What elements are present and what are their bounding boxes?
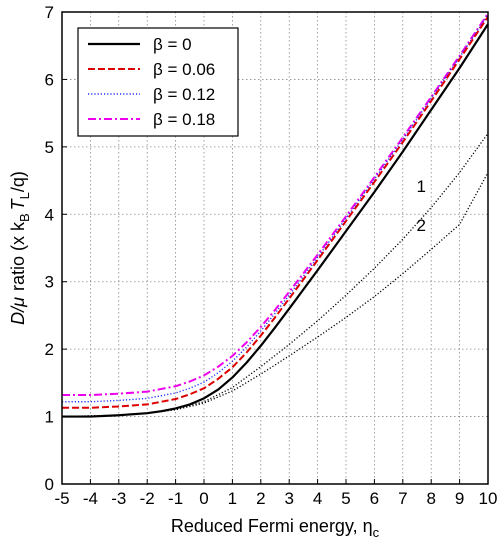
series-line-curve-1 — [61, 132, 489, 418]
curve-annotation-label: 2 — [417, 216, 426, 235]
y-tick-label: 3 — [45, 273, 54, 292]
x-tick-label: -5 — [54, 489, 69, 508]
x-tick-label: 3 — [284, 489, 293, 508]
x-tick-label: -3 — [111, 489, 126, 508]
y-axis-label-sub-l: L — [17, 192, 32, 199]
x-tick-label: -2 — [140, 489, 155, 508]
y-tick-label: 7 — [45, 3, 54, 22]
y-tick-label: 0 — [45, 475, 54, 494]
x-tick-label: 8 — [426, 489, 435, 508]
series-line-beta-3 — [62, 12, 489, 396]
x-axis-label: Reduced Fermi energy, ηc — [171, 516, 380, 540]
y-axis-label: D/μ ratio (x kBTL/q) — [8, 171, 32, 325]
x-tick-label: 7 — [398, 489, 407, 508]
y-tick-label: 6 — [45, 70, 54, 89]
y-axis-label-ratio: ratio (x k — [8, 221, 28, 291]
series-line-beta-2 — [62, 14, 489, 403]
curves — [61, 12, 489, 418]
series-line-beta-0 — [62, 23, 489, 418]
y-axis-label-tail: /q) — [8, 171, 28, 192]
x-tick-label: 9 — [455, 489, 464, 508]
grid-lines — [62, 12, 488, 484]
legend: β = 0 β = 0.06 β = 0.12 β = 0.18 — [77, 27, 239, 137]
y-tick-label: 1 — [45, 408, 54, 427]
x-tick-label: -4 — [83, 489, 98, 508]
y-axis-label-t: T — [8, 197, 28, 210]
x-tick-label: 0 — [199, 489, 208, 508]
x-tick-label: 1 — [228, 489, 237, 508]
legend-label: β = 0 — [153, 35, 192, 54]
curve-annotation-label: 1 — [417, 177, 426, 196]
series-line-beta-1 — [62, 16, 489, 409]
legend-label: β = 0.12 — [153, 85, 215, 104]
x-tick-label: 5 — [341, 489, 350, 508]
x-tick-label: 2 — [256, 489, 265, 508]
curve-annotations: 12 — [417, 177, 426, 235]
y-axis-label-sub-b: B — [17, 213, 32, 222]
y-tick-label: 2 — [45, 340, 54, 359]
x-tick-label: 4 — [313, 489, 322, 508]
y-tick-label: 4 — [45, 205, 54, 224]
x-axis-label-main: Reduced Fermi energy, η — [171, 516, 373, 536]
series-line-curve-2 — [61, 172, 489, 418]
x-tick-label: -1 — [168, 489, 183, 508]
y-tick-label: 5 — [45, 138, 54, 157]
x-tick-label: 6 — [370, 489, 379, 508]
x-axis-label-sub: c — [373, 525, 380, 540]
legend-label: β = 0.06 — [153, 60, 215, 79]
y-axis-label-main: D/μ — [8, 297, 28, 325]
x-tick-label: 10 — [479, 489, 498, 508]
plot-frame — [61, 11, 489, 485]
legend-label: β = 0.18 — [153, 110, 215, 129]
